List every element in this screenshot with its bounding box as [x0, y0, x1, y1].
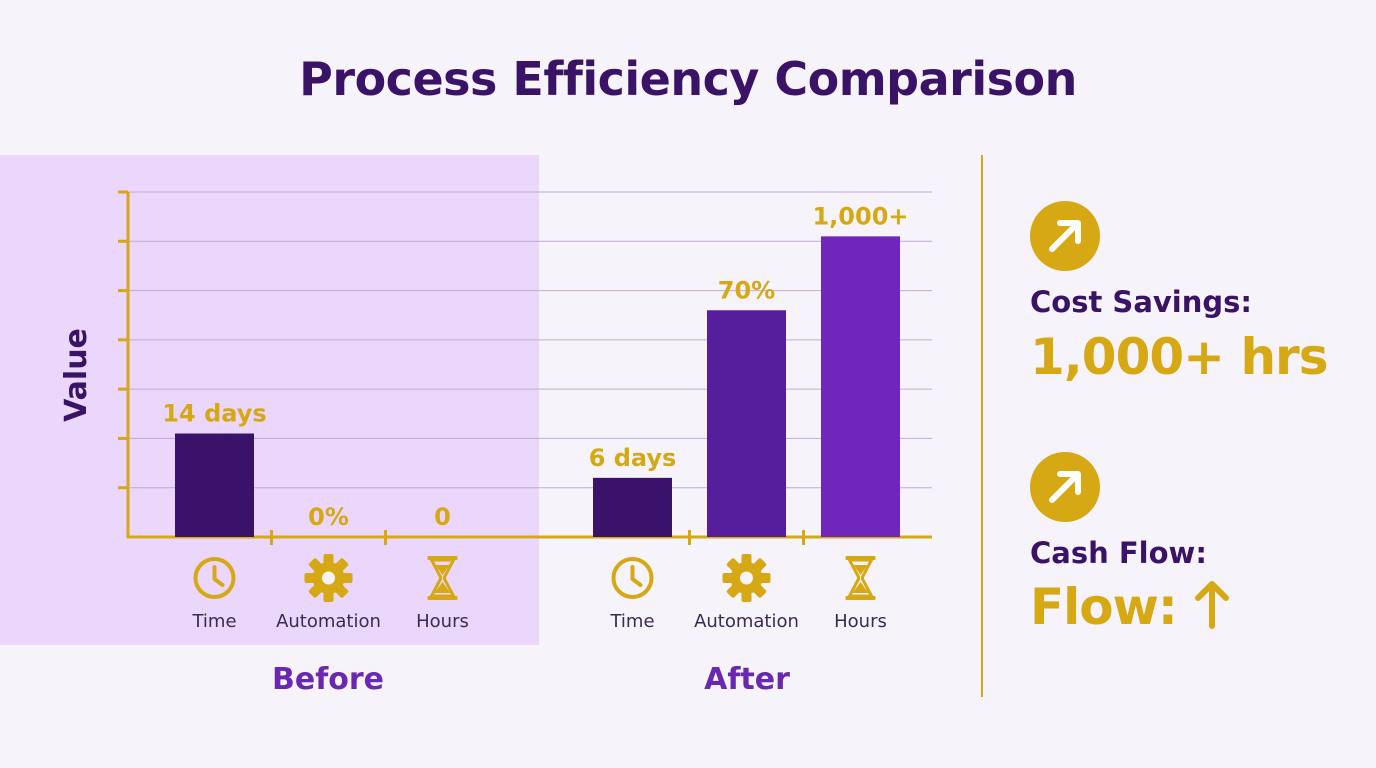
before-panel: [0, 155, 539, 645]
stat-value-cash-flow-text: Flow:: [1030, 578, 1178, 636]
group-label-after: After: [704, 662, 790, 697]
arrow-up-icon: [1195, 581, 1230, 629]
arrow-up-right-icon: [1030, 452, 1100, 522]
group-label-before: Before: [271, 662, 385, 697]
data-label: 1,000+: [812, 202, 908, 230]
y-axis-label: Value: [59, 328, 94, 422]
stat-value-cost-savings: 1,000+ hrs: [1030, 328, 1328, 386]
bar: [175, 433, 254, 537]
gear-icon: [722, 554, 771, 602]
data-label: 6 days: [589, 444, 677, 472]
divider: [981, 155, 983, 697]
gear-icon: [304, 554, 353, 602]
data-label: 0: [434, 503, 451, 531]
bar: [821, 236, 900, 537]
category-label: Time: [191, 611, 236, 632]
category-label: Hours: [834, 611, 887, 632]
data-label: 14 days: [162, 400, 266, 428]
category-label: Hours: [416, 611, 469, 632]
stat-value-cash-flow: Flow:: [1030, 578, 1231, 636]
clock-icon: [193, 557, 236, 599]
category-label: Automation: [694, 611, 799, 632]
stat-label-cash-flow: Cash Flow:: [1030, 536, 1207, 570]
category-label: Time: [609, 611, 654, 632]
bar-chart: Value 14 days Time 0% Automation 0 Hours 6 days…: [59, 190, 932, 632]
bar: [593, 477, 672, 537]
data-label: 0%: [308, 503, 349, 531]
hourglass-icon: [427, 556, 458, 600]
hourglass-icon: [845, 556, 876, 600]
bar: [707, 310, 786, 537]
chart-title: Process Efficiency Comparison: [299, 52, 1077, 106]
category-label: Automation: [276, 611, 381, 632]
stat-label-cost-savings: Cost Savings:: [1030, 285, 1252, 319]
data-label: 70%: [718, 276, 775, 304]
arrow-up-right-icon: [1030, 201, 1100, 271]
clock-icon: [611, 557, 654, 599]
